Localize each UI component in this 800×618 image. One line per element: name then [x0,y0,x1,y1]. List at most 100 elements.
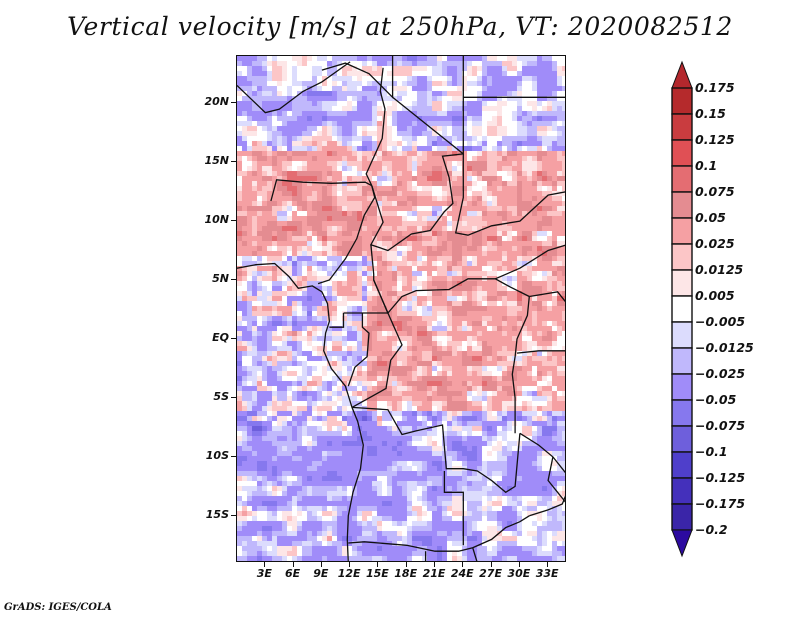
field-cell [402,401,407,406]
field-cell [262,366,267,371]
field-cell [427,421,432,426]
field-cell [457,96,462,101]
field-cell [432,56,437,61]
field-cell [387,166,392,171]
field-cell [307,286,312,291]
field-cell [342,76,347,81]
field-cell [472,201,477,206]
field-cell [462,171,467,176]
field-cell [542,221,547,226]
field-cell [397,376,402,381]
field-cell [492,416,497,421]
field-cell [442,271,447,276]
field-cell [282,336,287,341]
field-cell [412,401,417,406]
field-cell [487,86,492,91]
field-cell [272,376,277,381]
field-cell [282,381,287,386]
field-cell [237,386,242,391]
field-cell [507,66,512,71]
field-cell [287,121,292,126]
field-cell [377,196,382,201]
field-cell [312,141,317,146]
field-cell [557,341,562,346]
field-cell [307,81,312,86]
field-cell [542,376,547,381]
field-cell [332,116,337,121]
field-cell [472,156,477,161]
field-cell [307,101,312,106]
field-cell [367,196,372,201]
field-cell [412,371,417,376]
field-cell [462,271,467,276]
field-cell [312,386,317,391]
field-cell [442,376,447,381]
field-cell [562,331,565,336]
field-cell [362,171,367,176]
field-cell [352,151,357,156]
field-cell [352,381,357,386]
field-cell [562,291,565,296]
field-cell [517,421,522,426]
field-cell [277,256,282,261]
field-cell [472,161,477,166]
field-cell [522,81,527,86]
field-cell [542,386,547,391]
field-cell [272,406,277,411]
field-cell [472,261,477,266]
field-cell [552,376,557,381]
field-cell [287,136,292,141]
field-cell [392,426,397,431]
field-cell [277,126,282,131]
field-cell [287,176,292,181]
field-cell [312,231,317,236]
field-cell [382,321,387,326]
field-cell [362,201,367,206]
field-cell [512,351,517,356]
field-cell [557,161,562,166]
field-cell [237,171,242,176]
field-cell [392,346,397,351]
field-cell [337,416,342,421]
field-cell [397,396,402,401]
field-cell [427,231,432,236]
field-cell [392,166,397,171]
field-cell [322,76,327,81]
field-cell [427,311,432,316]
field-cell [507,111,512,116]
field-cell [417,296,422,301]
field-cell [277,236,282,241]
field-cell [547,311,552,316]
field-cell [512,291,517,296]
field-cell [257,136,262,141]
field-cell [277,56,282,61]
field-cell [457,286,462,291]
field-cell [317,56,322,61]
field-cell [467,256,472,261]
field-cell [482,301,487,306]
field-cell [432,61,437,66]
field-cell [332,156,337,161]
field-cell [272,201,277,206]
field-cell [447,421,452,426]
field-cell [557,206,562,211]
field-cell [527,136,532,141]
field-cell [237,191,242,196]
field-cell [537,116,542,121]
field-cell [507,61,512,66]
field-cell [277,366,282,371]
field-cell [342,316,347,321]
field-cell [472,326,477,331]
field-cell [302,151,307,156]
field-cell [302,356,307,361]
field-cell [477,111,482,116]
field-cell [277,291,282,296]
field-cell [237,146,242,151]
field-cell [372,116,377,121]
field-cell [417,366,422,371]
field-cell [332,276,337,281]
field-cell [527,416,532,421]
field-cell [237,101,242,106]
field-cell [247,266,252,271]
field-cell [562,246,565,251]
